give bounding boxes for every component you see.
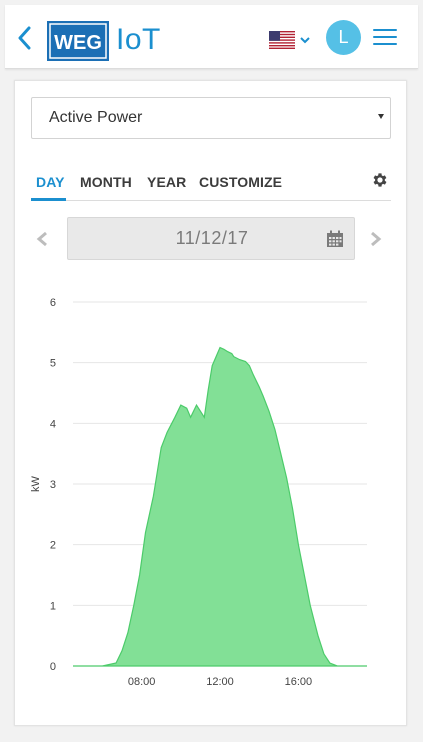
power-area-series <box>73 346 367 667</box>
y-tick-label: 5 <box>50 358 56 370</box>
chevron-down-icon <box>300 36 310 44</box>
y-tick-label: 2 <box>50 540 56 552</box>
previous-date-button[interactable] <box>36 231 52 252</box>
tab-customize[interactable]: CUSTOMIZE <box>199 174 283 190</box>
tab-month[interactable]: MONTH <box>80 174 132 190</box>
app-header: WEG IoT L <box>5 5 418 69</box>
metric-select-value: Active Power <box>49 109 143 126</box>
gear-icon[interactable] <box>371 171 391 191</box>
content-card: Active Power DAY MONTH YEAR CUSTOMIZE 11… <box>14 80 407 726</box>
weg-logo: WEG <box>47 21 109 61</box>
chevron-left-icon <box>18 26 31 50</box>
back-button[interactable] <box>13 21 35 55</box>
chevron-left-icon <box>36 231 47 247</box>
hamburger-menu-icon[interactable] <box>373 26 399 48</box>
next-date-button[interactable] <box>370 231 386 252</box>
select-arrow-icon <box>378 114 384 119</box>
date-value: 11/12/17 <box>175 228 249 248</box>
y-tick-label: 4 <box>50 418 56 430</box>
language-picker[interactable] <box>269 27 319 53</box>
tab-year[interactable]: YEAR <box>147 174 187 190</box>
y-tick-label: 6 <box>50 297 56 309</box>
period-tabs: DAY MONTH YEAR CUSTOMIZE <box>31 167 391 201</box>
chevron-right-icon <box>371 231 382 247</box>
y-tick-label: 1 <box>50 600 56 612</box>
x-tick-label: 08:00 <box>128 676 156 688</box>
us-flag-icon <box>269 31 295 49</box>
app-title: IoT <box>116 23 161 56</box>
y-tick-label: 0 <box>50 661 56 673</box>
y-axis-title: kW <box>30 475 42 492</box>
tab-day[interactable]: DAY <box>36 174 65 190</box>
user-avatar[interactable]: L <box>326 20 361 55</box>
logo-text: WEG <box>54 32 102 54</box>
x-tick-label: 16:00 <box>285 676 313 688</box>
y-tick-label: 3 <box>50 479 56 491</box>
power-chart: 0 1 2 3 4 5 6 08:00 12:00 16:00 kW <box>30 297 367 688</box>
date-picker[interactable]: 11/12/17 <box>67 217 355 260</box>
weg-logo-image: WEG <box>47 21 109 61</box>
x-tick-label: 12:00 <box>206 676 234 688</box>
calendar-icon[interactable] <box>326 230 344 248</box>
active-tab-indicator <box>31 198 66 201</box>
metric-select[interactable]: Active Power <box>31 97 391 139</box>
